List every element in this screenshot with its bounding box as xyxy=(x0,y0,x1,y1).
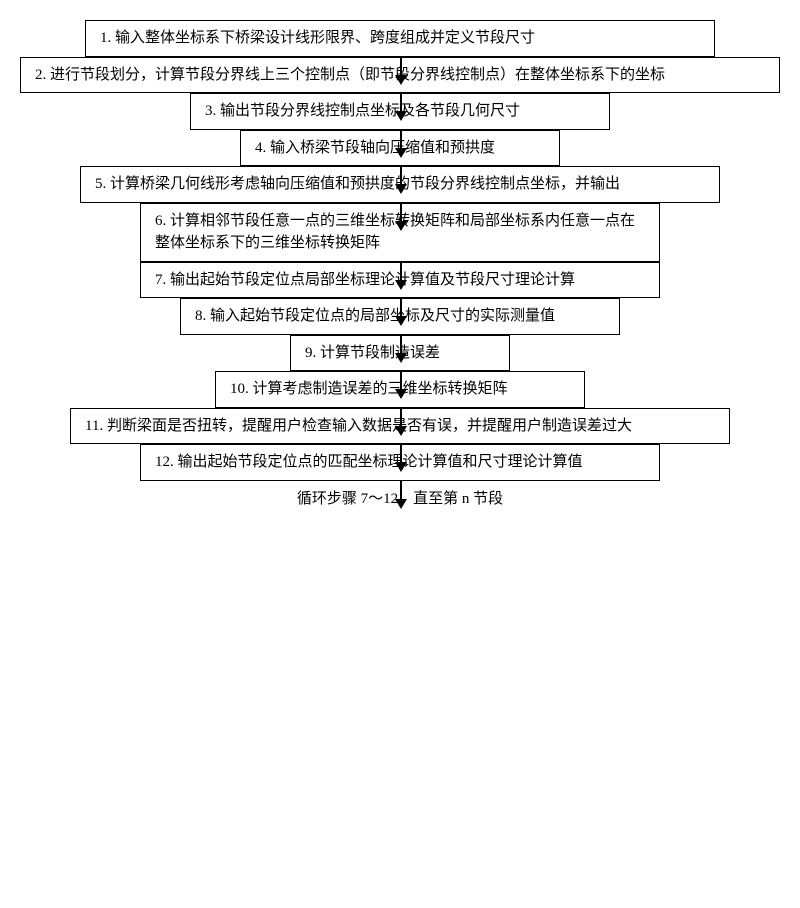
step-4-text: 4. 输入桥梁节段轴向压缩值和预拱度 xyxy=(255,140,495,156)
step-10-text: 10. 计算考虑制造误差的三维坐标转换矩阵 xyxy=(230,381,508,397)
step-7-text: 7. 输出起始节段定位点局部坐标理论计算值及节段尺寸理论计算 xyxy=(155,272,575,288)
step-6-text: 6. 计算相邻节段任意一点的三维坐标转换矩阵和局部坐标系内任意一点在整体坐标系下… xyxy=(155,213,635,252)
step-8-text: 8. 输入起始节段定位点的局部坐标及尺寸的实际测量值 xyxy=(195,308,555,324)
flowchart-container: 1. 输入整体坐标系下桥梁设计线形限界、跨度组成并定义节段尺寸 2. 进行节段划… xyxy=(10,20,790,514)
step-12-text: 12. 输出起始节段定位点的匹配坐标理论计算值和尺寸理论计算值 xyxy=(155,454,583,470)
step-9-text: 9. 计算节段制造误差 xyxy=(305,345,440,361)
step-3-text: 3. 输出节段分界线控制点坐标及各节段几何尺寸 xyxy=(205,103,520,119)
step-1: 1. 输入整体坐标系下桥梁设计线形限界、跨度组成并定义节段尺寸 xyxy=(85,20,715,57)
step-11-text: 11. 判断梁面是否扭转，提醒用户检查输入数据是否有误，并提醒用户制造误差过大 xyxy=(85,418,632,434)
step-5-text: 5. 计算桥梁几何线形考虑轴向压缩值和预拱度的节段分界线控制点坐标，并输出 xyxy=(95,176,620,192)
step-1-text: 1. 输入整体坐标系下桥梁设计线形限界、跨度组成并定义节段尺寸 xyxy=(100,30,535,46)
step-2-text: 2. 进行节段划分，计算节段分界线上三个控制点（即节段分界线控制点）在整体坐标系… xyxy=(35,67,665,83)
